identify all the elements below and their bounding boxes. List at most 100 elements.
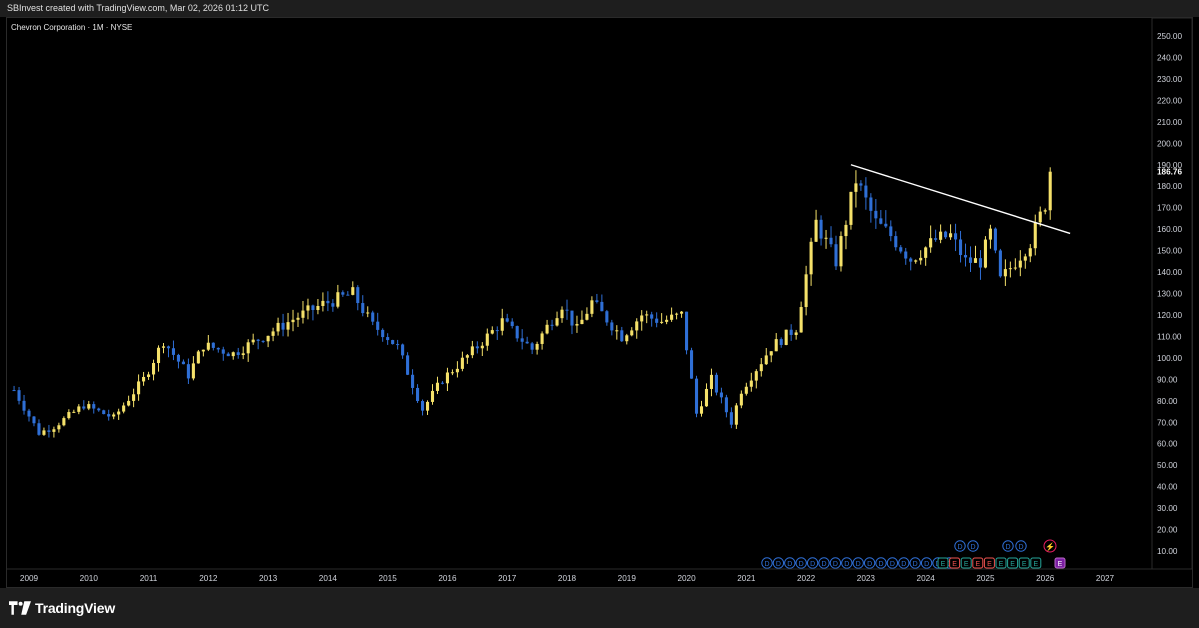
candle-body <box>919 257 923 261</box>
candle-body <box>276 322 280 332</box>
candle-body <box>381 329 385 338</box>
dividend-marker <box>761 557 773 569</box>
y-tick-label: 170.00 <box>1157 204 1182 213</box>
candle-body <box>416 387 420 402</box>
dividend-marker-label: D <box>890 561 895 568</box>
dividend-marker-label: D <box>821 561 826 568</box>
candle-body <box>331 303 335 307</box>
candle-body <box>401 344 405 356</box>
candle-body <box>430 390 435 402</box>
candle-body <box>660 321 664 323</box>
y-tick-label: 250.00 <box>1157 32 1182 41</box>
y-tick-label: 150.00 <box>1157 247 1182 256</box>
dividend-marker-label: D <box>833 561 838 568</box>
y-tick-label: 220.00 <box>1157 96 1182 105</box>
candle-body <box>1023 256 1027 261</box>
tradingview-logo[interactable]: TradingView <box>9 600 115 616</box>
candle-body <box>709 374 714 389</box>
dividend-marker <box>898 557 910 569</box>
candle-body <box>954 233 958 240</box>
y-tick-label: 80.00 <box>1157 397 1178 406</box>
candle-body <box>550 324 554 326</box>
candle-body <box>540 333 544 344</box>
candle-body <box>535 343 539 350</box>
candle-body <box>699 406 704 414</box>
candle-body <box>1008 268 1012 270</box>
candles <box>12 167 1052 438</box>
candle-body <box>1018 260 1022 268</box>
candle-body <box>774 339 778 352</box>
candle-body <box>744 386 748 394</box>
candle-body <box>545 324 549 334</box>
candle-body <box>869 197 873 211</box>
top-bar: SBInvest created with TradingView.com, M… <box>0 0 1199 17</box>
y-tick-label: 140.00 <box>1157 268 1182 277</box>
dividend-marker <box>875 557 887 569</box>
candle-body <box>241 353 245 356</box>
candle-body <box>321 300 325 307</box>
candle-body <box>779 339 783 345</box>
x-tick-label: 2023 <box>857 574 876 583</box>
dividend-marker <box>852 557 864 569</box>
candle-body <box>301 310 305 318</box>
candle-body <box>87 404 91 409</box>
dividend-marker <box>829 557 842 569</box>
candle-body <box>670 314 674 320</box>
candle-body <box>72 411 76 413</box>
candle-body <box>759 364 763 372</box>
candle-body <box>645 314 649 316</box>
candle-body <box>904 251 908 259</box>
candle-body <box>834 244 838 267</box>
candle-body <box>127 400 131 406</box>
candle-body <box>958 239 963 256</box>
chart-frame[interactable] <box>6 17 1193 588</box>
earnings-marker-label: E <box>952 561 957 568</box>
dividend-marker <box>886 557 899 569</box>
candle-body <box>326 300 330 304</box>
x-tick-label: 2009 <box>20 574 39 583</box>
dividend-marker <box>784 557 796 569</box>
candle-body <box>620 330 624 342</box>
price-axis-panel <box>1151 17 1193 570</box>
candle-body <box>555 318 559 326</box>
candle-body <box>455 368 459 373</box>
candle-body <box>336 292 340 307</box>
candle-body <box>211 342 215 348</box>
candle-body <box>161 346 166 348</box>
dividend-marker <box>795 557 807 569</box>
candle-body <box>221 349 225 354</box>
candle-body <box>386 337 390 341</box>
y-tick-label: 210.00 <box>1157 118 1182 127</box>
x-tick-label: 2012 <box>199 574 218 583</box>
y-tick-label: 190.00 <box>1157 161 1182 170</box>
upper-dividend-label: D <box>1018 544 1023 551</box>
candle-body <box>490 330 494 334</box>
dividend-marker-label: D <box>799 561 804 568</box>
candle-body <box>256 339 260 341</box>
candle-body <box>42 430 46 435</box>
candle-body <box>371 312 375 322</box>
candle-body <box>52 429 56 432</box>
candle-body <box>306 305 310 311</box>
candle-body <box>156 347 161 364</box>
chart-title: Chevron Corporation · 1M · NYSE <box>11 23 133 32</box>
candle-body <box>1048 171 1052 211</box>
candle-body <box>1043 210 1047 212</box>
earnings-marker <box>983 557 995 569</box>
dividend-marker-label: D <box>867 561 872 568</box>
y-tick-label: 50.00 <box>1157 461 1178 470</box>
x-tick-label: 2015 <box>379 574 398 583</box>
credit-text: SBInvest created with TradingView.com, M… <box>7 3 269 13</box>
y-tick-label: 20.00 <box>1157 526 1178 535</box>
candle-body <box>764 355 768 365</box>
candle-body <box>82 406 86 409</box>
candle-body <box>610 322 614 331</box>
candle-body <box>406 355 410 375</box>
candle-body <box>983 239 987 268</box>
candle-body <box>117 411 121 415</box>
candle-body <box>12 390 16 392</box>
x-tick-label: 2021 <box>737 574 756 583</box>
candle-body <box>231 352 235 357</box>
dividend-marker <box>806 557 819 569</box>
